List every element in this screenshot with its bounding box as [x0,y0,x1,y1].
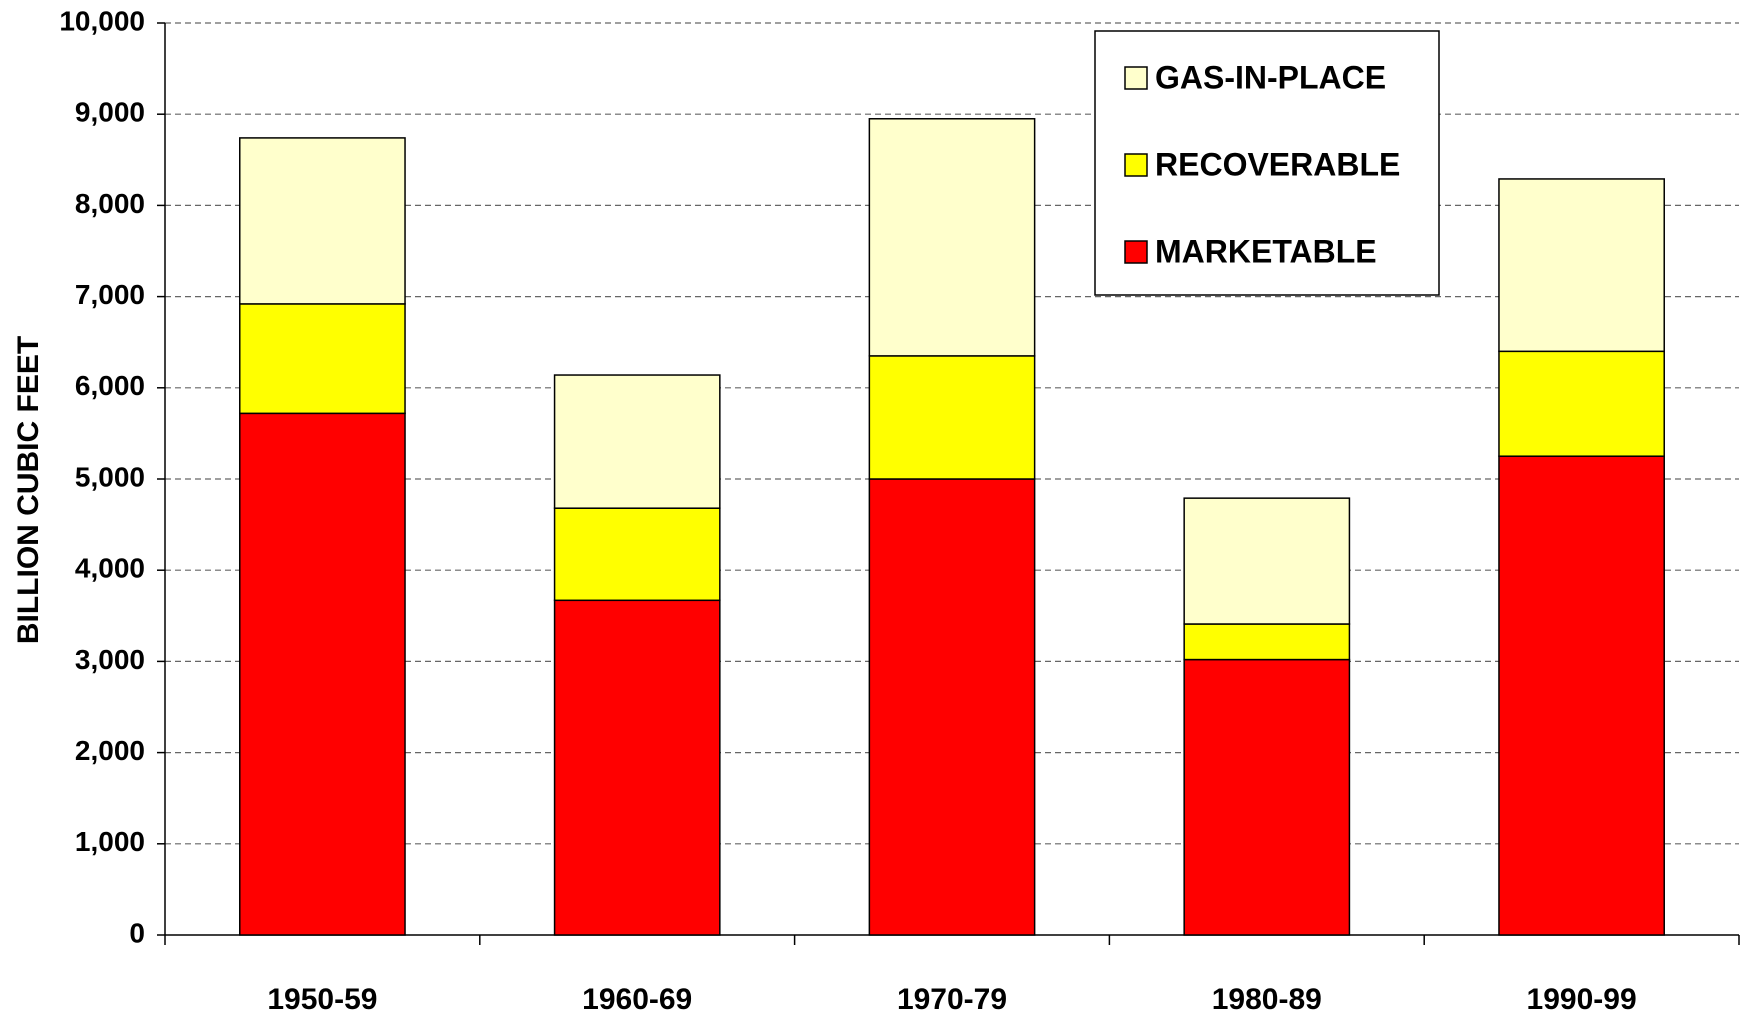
bar-segment [1498,178,1665,353]
bar-segment [239,137,406,305]
bar-segment [1498,350,1665,457]
bar-segment [1498,455,1665,936]
y-tick-label: 6,000 [75,370,145,401]
legend-swatch [1124,153,1148,177]
bar-segment [868,355,1036,480]
y-tick-label: 8,000 [75,188,145,219]
y-tick-label: 3,000 [75,644,145,675]
x-tick-label: 1970-79 [897,983,1007,1016]
y-tick-label: 10,000 [59,5,145,36]
bar-segment [868,478,1036,936]
x-tick-label: 1990-99 [1527,983,1637,1016]
x-tick-label: 1980-89 [1212,983,1322,1016]
y-tick-label: 5,000 [75,461,145,492]
y-tick-label: 9,000 [75,97,145,128]
legend-box [1094,30,1440,296]
x-tick-label: 1960-69 [582,983,692,1016]
y-tick-label: 2,000 [75,735,145,766]
legend-swatch [1124,66,1148,90]
bar-segment [1183,623,1351,661]
y-tick-label: 7,000 [75,279,145,310]
legend-swatch [1124,240,1148,264]
bar-segment [553,507,721,602]
y-tick-label: 0 [129,917,145,948]
legend-label: MARKETABLE [1155,233,1377,269]
bar-segment [1183,658,1351,936]
bar-segment [1183,497,1351,625]
y-tick-label: 1,000 [75,826,145,857]
bar-segment [553,374,721,509]
bar-segment [553,599,721,936]
bar-segment [239,412,406,936]
y-tick-label: 4,000 [75,553,145,584]
bar-segment [239,303,406,415]
x-tick-label: 1950-59 [267,983,377,1016]
legend-label: RECOVERABLE [1155,146,1400,182]
bar-segment [868,118,1036,357]
legend-label: GAS-IN-PLACE [1155,59,1386,95]
y-axis-label: BILLION CUBIC FEET [12,336,45,644]
